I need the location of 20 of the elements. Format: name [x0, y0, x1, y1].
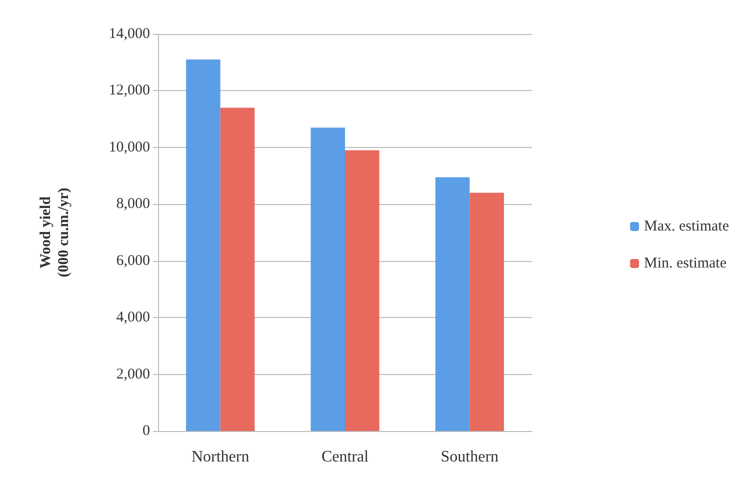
y-tick-label: 2,000	[116, 366, 150, 382]
y-tick-label: 4,000	[116, 310, 150, 326]
legend-label: Min. estimate	[644, 256, 727, 272]
y-axis-title: Wood yield (000 cu.m./yr)	[38, 188, 72, 278]
y-tick-label: 10,000	[108, 139, 150, 156]
y-tick-label: 14,000	[108, 26, 150, 42]
legend-label: Max. estimate	[644, 218, 730, 234]
bar	[345, 150, 380, 431]
x-tick-label: Northern	[191, 448, 250, 466]
x-tick-label: Central	[321, 448, 370, 466]
y-tick-label: 8,000	[116, 196, 150, 212]
bar	[186, 60, 220, 431]
bar	[435, 177, 470, 431]
bar	[220, 108, 255, 431]
bar	[470, 192, 504, 431]
y-tick-label: 12,000	[108, 82, 150, 99]
x-tick-label: Southern	[440, 448, 499, 466]
y-tick-label: 6,000	[116, 252, 150, 269]
y-tick-label: 0	[142, 423, 150, 439]
bar	[310, 128, 345, 431]
